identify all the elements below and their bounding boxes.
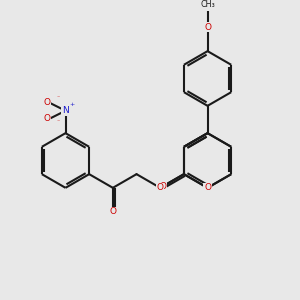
Text: ⁻: ⁻ — [56, 97, 59, 102]
Text: O: O — [110, 207, 116, 216]
Text: O: O — [43, 98, 50, 107]
Text: O: O — [204, 183, 211, 192]
Text: O: O — [43, 114, 50, 123]
Text: +: + — [69, 102, 74, 107]
Text: O: O — [157, 183, 164, 192]
Text: O: O — [160, 182, 167, 191]
Text: CH₃: CH₃ — [200, 0, 215, 9]
Text: N: N — [62, 106, 69, 115]
Text: ⁻: ⁻ — [56, 120, 59, 125]
Text: O: O — [204, 22, 211, 32]
